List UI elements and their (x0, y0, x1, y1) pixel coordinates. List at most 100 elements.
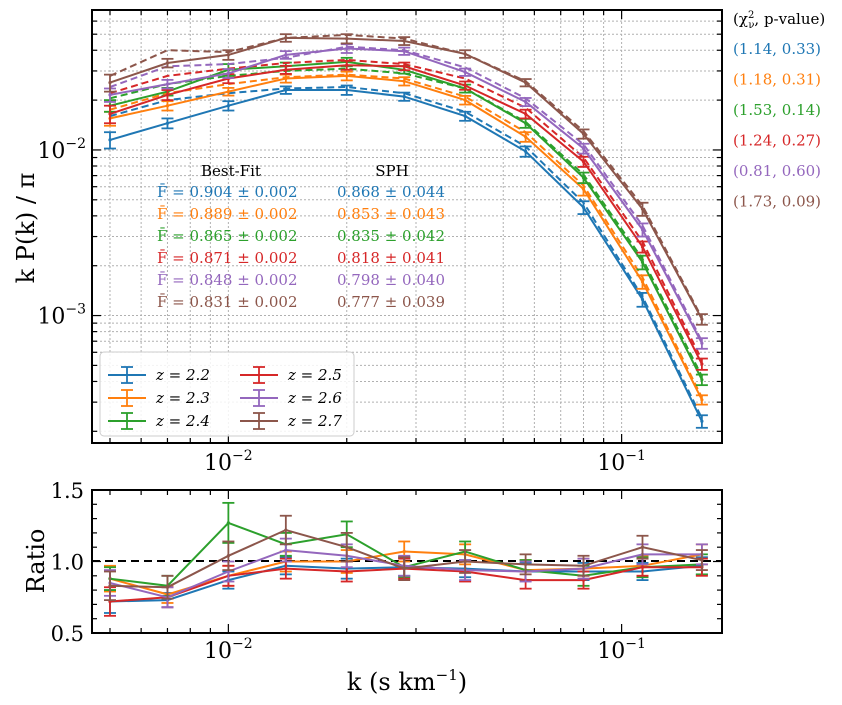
top-series (103, 33, 708, 429)
data-series-0-point (640, 297, 645, 302)
data-series-4-point (402, 49, 406, 53)
ratio-series-4-point (284, 548, 288, 552)
data-series-0-point (402, 94, 406, 99)
data-series-4-point (524, 100, 528, 104)
ratio-series-5-point (284, 528, 288, 532)
legend-label: z = 2.7 (287, 412, 342, 430)
fbar-value: F̄ = 0.848 ± 0.002 (157, 271, 298, 289)
data-series-3-point (345, 63, 349, 67)
y-tick-label: 10−3 (37, 302, 86, 330)
data-series-1-point (165, 104, 170, 108)
ratio-series-5-point (165, 585, 170, 589)
data-series-3-point (581, 160, 586, 164)
side-legend-title: (χ2 ν, p-value) (733, 10, 825, 31)
data-series-5-point (402, 39, 406, 43)
side-legend-entry: (1.18, 0.31) (733, 71, 821, 89)
sph-value: 0.777 ± 0.039 (337, 293, 445, 311)
ratio-y-tick-label: 1.0 (51, 551, 84, 575)
y-tick-label-exponent: −2 (65, 136, 86, 152)
ratio-series-5-point (402, 567, 406, 571)
sph-value: 0.835 ± 0.042 (337, 227, 445, 245)
legend-label: z = 2.5 (287, 366, 342, 384)
sph-header: SPH (375, 162, 408, 180)
data-series-1-point (524, 135, 528, 139)
x-axis-label: k (s km−1) (347, 666, 467, 696)
data-series-5-point (345, 37, 349, 41)
ratio-panel: 10−2 10−10.51.01.5 Ratio k (s km−1) (22, 479, 723, 696)
data-series-0-point (700, 419, 704, 423)
data-series-4-point (284, 53, 288, 57)
y-tick-label-exponent: −3 (65, 302, 86, 318)
data-series-3-point (284, 68, 288, 72)
side-legend-entry: (1.14, 0.33) (733, 40, 821, 58)
ratio-series-1-point (402, 549, 406, 554)
data-series-2-point (700, 378, 704, 382)
chi-square-legend: (χ2 ν, p-value) (1.14, 0.33) (1.18, 0.31) (… (733, 10, 825, 211)
ratio-series-5-point (345, 545, 349, 549)
ratio-series-5-point (524, 562, 528, 566)
ratio-series-3-point (640, 565, 645, 569)
ratio-series-5-point (108, 584, 112, 588)
data-series-3-point (108, 112, 112, 116)
bottom-x-tick-label-base: 10 (204, 639, 232, 664)
fbar-value: F̄ = 0.904 ± 0.002 (157, 183, 298, 201)
ratio-series-2-point (226, 521, 230, 525)
data-series-0-point (284, 88, 288, 92)
data-series-5-point (165, 61, 170, 65)
data-series-3-point (640, 245, 645, 249)
sph-value: 0.853 ± 0.043 (337, 205, 445, 223)
top-y-axis-label: k P(k) / π (12, 173, 40, 284)
fbar-value: F̄ = 0.831 ± 0.002 (157, 293, 298, 311)
data-series-5-point (463, 52, 467, 56)
data-series-0-point (463, 114, 467, 118)
top-x-tick-label: 10−1 (597, 448, 646, 476)
top-x-tick-label-base: 10 (597, 451, 625, 476)
bottom-x-tick-label: 10−1 (597, 636, 646, 664)
sph-value: 0.818 ± 0.041 (337, 249, 445, 267)
bottom-y-axis-label: Ratio (22, 529, 50, 594)
model-line-2 (109, 67, 703, 377)
data-series-2-point (640, 260, 645, 264)
sph-value: 0.868 ± 0.044 (337, 183, 445, 201)
side-legend-entry: (1.73, 0.09) (733, 193, 821, 211)
data-series-1-point (700, 398, 704, 402)
annotation-table: Best-Fit SPH F̄ = 0.904 ± 0.002 0.868 ± 0… (157, 162, 445, 311)
data-series-1-point (345, 74, 349, 78)
sph-value: 0.798 ± 0.040 (337, 271, 445, 289)
data-series-3-point (463, 83, 467, 88)
data-series-3-point (700, 362, 704, 366)
data-series-0-point (524, 149, 528, 154)
data-series-1-point (226, 90, 230, 94)
legend-label: z = 2.3 (155, 389, 210, 407)
side-legend-entry: (1.53, 0.14) (733, 101, 821, 119)
bottom-x-tick-label-exponent: −2 (232, 636, 253, 652)
data-series-4-point (108, 93, 112, 97)
legend-label: z = 2.6 (287, 389, 342, 407)
data-series-0-point (345, 88, 349, 92)
y-tick-label-base: 10 (37, 305, 65, 330)
ratio-series-5-point (226, 554, 230, 558)
bottom-x-tick-label-exponent: −1 (625, 636, 646, 652)
legend-label: z = 2.2 (155, 366, 210, 384)
data-series-0-point (108, 138, 112, 142)
top-axes-frame (91, 9, 723, 444)
data-series-1-point (640, 280, 645, 284)
data-series-5-point (108, 81, 112, 85)
data-series-4-point (640, 228, 645, 232)
ratio-series-3-point (345, 569, 349, 574)
bottom-axes-frame (91, 489, 723, 634)
top-x-tick-label-exponent: −2 (232, 448, 253, 464)
data-series-4-point (226, 71, 230, 75)
data-series-0-point (226, 104, 230, 108)
data-series-4-point (345, 46, 349, 51)
legend-box (99, 351, 355, 437)
data-series-4-point (581, 146, 586, 151)
annotation-rows: F̄ = 0.904 ± 0.002 0.868 ± 0.044 F̄ = 0.88… (157, 183, 445, 311)
top-x-tick-label-base: 10 (204, 451, 232, 476)
data-series-4-point (463, 70, 467, 74)
bottom-x-tick-label: 10−2 (204, 636, 253, 664)
data-series-3-point (402, 64, 406, 68)
fbar-value: F̄ = 0.865 ± 0.002 (157, 227, 298, 245)
y-tick-label-base: 10 (37, 139, 65, 164)
